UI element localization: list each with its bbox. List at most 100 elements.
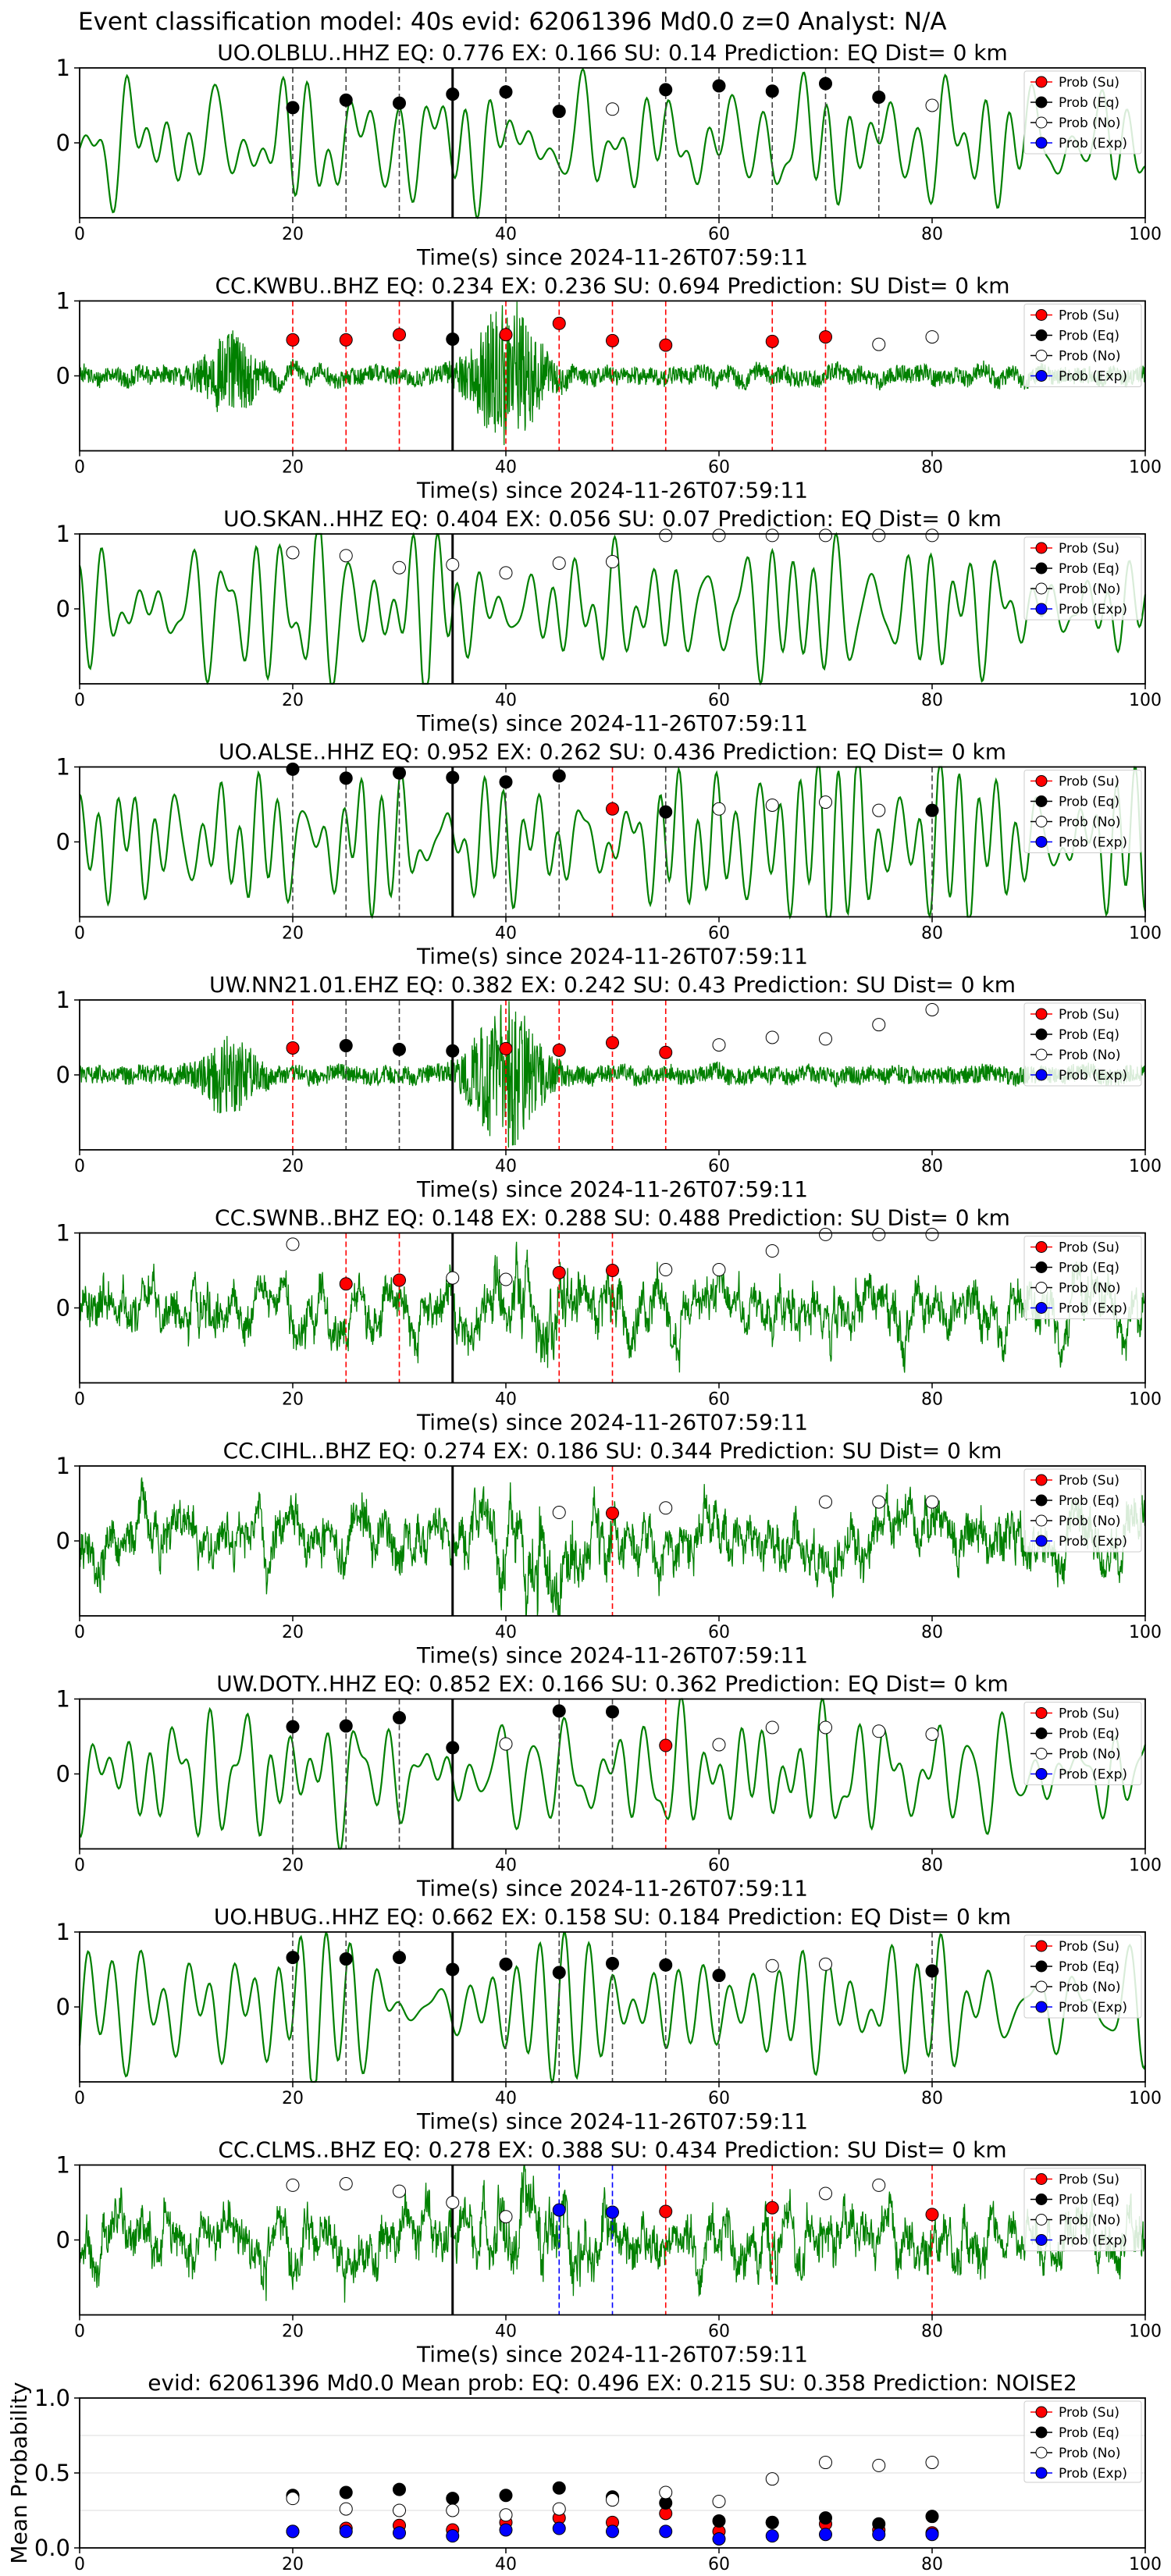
mean-point-exp xyxy=(712,2532,726,2546)
x-tick-label: 60 xyxy=(708,924,730,944)
prob-point-no xyxy=(819,1957,832,1971)
legend-item-no: Prob (No) xyxy=(1030,116,1121,131)
mean-point-no xyxy=(286,2492,300,2506)
y-axis-label: Mean Probability xyxy=(6,2382,32,2564)
svg-text:Prob (Eq): Prob (Eq) xyxy=(1059,2193,1119,2208)
prob-point-no xyxy=(872,1495,886,1509)
x-tick-label: 20 xyxy=(282,458,304,478)
legend: Prob (Su) Prob (Eq) Prob (No) Prob (Exp) xyxy=(1023,304,1142,387)
x-axis-label: Time(s) since 2024-11-26T07:59:11 xyxy=(416,244,808,270)
mean-point-exp xyxy=(446,2529,460,2543)
prob-point-no xyxy=(765,1244,779,1258)
prob-point-eq xyxy=(393,1711,406,1724)
prob-point-no xyxy=(712,802,726,816)
prob-point-su xyxy=(499,1041,513,1055)
y-tick-label: 0 xyxy=(56,1761,70,1788)
prob-point-su xyxy=(925,2208,939,2222)
prob-point-no xyxy=(606,555,619,569)
prob-point-eq xyxy=(499,775,513,789)
svg-text:Prob (Eq): Prob (Eq) xyxy=(1059,1493,1119,1509)
legend-item-exp: Prob (Exp) xyxy=(1030,1301,1127,1317)
y-tick-label: 1.0 xyxy=(34,2385,70,2411)
mean-point-eq xyxy=(393,2482,406,2496)
prob-point-eq xyxy=(446,87,460,101)
x-tick-label: 0 xyxy=(74,225,85,244)
prob-point-su xyxy=(819,330,832,344)
legend-item-exp: Prob (Exp) xyxy=(1030,1534,1127,1550)
prob-point-no xyxy=(712,528,726,543)
legend-item-su: Prob (Su) xyxy=(1030,1007,1119,1023)
y-tick-label: 1 xyxy=(56,1919,70,1945)
prob-point-eq xyxy=(446,1741,460,1755)
x-tick-label: 100 xyxy=(1129,2089,1162,2108)
legend-item-exp: Prob (Exp) xyxy=(1030,2233,1127,2249)
legend: Prob (Su) Prob (Eq) Prob (No) Prob (Exp) xyxy=(1023,70,1142,155)
x-tick-label: 100 xyxy=(1129,2555,1162,2574)
x-tick-label: 100 xyxy=(1129,1623,1162,1642)
prob-point-su xyxy=(659,1738,673,1752)
legend-item-eq: Prob (Eq) xyxy=(1030,95,1119,111)
svg-text:Prob (Exp): Prob (Exp) xyxy=(1059,1534,1127,1550)
prob-point-no xyxy=(872,2178,886,2192)
x-tick-label: 0 xyxy=(74,458,85,478)
prob-point-su xyxy=(339,1277,353,1291)
x-tick-label: 60 xyxy=(708,1390,730,1410)
prob-point-su xyxy=(286,333,300,347)
x-tick-label: 40 xyxy=(495,1390,517,1410)
svg-text:Prob (Eq): Prob (Eq) xyxy=(1059,95,1119,111)
svg-text:Prob (No): Prob (No) xyxy=(1059,1747,1121,1763)
legend: Prob (Su) Prob (Eq) Prob (No) Prob (Exp) xyxy=(1023,1002,1142,1087)
legend-item-su: Prob (Su) xyxy=(1030,1939,1119,1955)
x-tick-label: 100 xyxy=(1129,1390,1162,1410)
waveform-trace xyxy=(79,1001,1146,1148)
prob-point-no xyxy=(819,528,832,543)
mean-point-eq xyxy=(712,2514,726,2528)
legend-item-no: Prob (No) xyxy=(1030,582,1121,597)
svg-text:Prob (Exp): Prob (Exp) xyxy=(1059,2000,1127,2016)
legend-item-eq: Prob (Eq) xyxy=(1030,1493,1119,1509)
prob-point-eq xyxy=(446,1962,460,1976)
prob-point-no xyxy=(446,2196,460,2209)
svg-text:Prob (Eq): Prob (Eq) xyxy=(1059,1261,1119,1276)
prob-point-eq xyxy=(712,79,726,93)
svg-text:Prob (Su): Prob (Su) xyxy=(1059,1473,1119,1489)
x-tick-label: 100 xyxy=(1129,924,1162,944)
svg-text:Prob (Su): Prob (Su) xyxy=(1059,308,1119,324)
x-axis-label: Time(s) since 2024-11-26T07:59:11 xyxy=(416,478,808,503)
legend: Prob (Su) Prob (Eq) Prob (No) Prob (Exp) xyxy=(1023,1468,1142,1553)
prob-point-no xyxy=(339,2177,353,2190)
x-tick-label: 40 xyxy=(495,458,517,478)
prob-point-eq xyxy=(393,766,406,780)
y-tick-label: 0 xyxy=(56,2227,70,2254)
mean-point-no xyxy=(446,2503,460,2517)
prob-point-su xyxy=(606,1264,619,1277)
x-tick-label: 80 xyxy=(921,691,943,710)
mean-point-exp xyxy=(339,2524,353,2539)
prob-point-no xyxy=(819,795,832,809)
y-tick-label: 0 xyxy=(56,1295,70,1322)
prob-point-no xyxy=(659,1501,673,1515)
legend-item-no: Prob (No) xyxy=(1030,1048,1121,1063)
legend-item-exp: Prob (Exp) xyxy=(1030,835,1127,851)
legend-item-eq: Prob (Eq) xyxy=(1030,1959,1119,1975)
mean-point-exp xyxy=(552,2521,566,2535)
prob-point-no xyxy=(606,102,619,116)
x-tick-label: 60 xyxy=(708,2555,730,2574)
prob-point-eq xyxy=(712,1969,726,1983)
x-tick-label: 80 xyxy=(921,2089,943,2108)
svg-text:Prob (Eq): Prob (Eq) xyxy=(1059,1959,1119,1975)
prob-point-no xyxy=(712,1738,726,1752)
prob-point-no xyxy=(286,546,300,560)
mean-point-eq xyxy=(552,2481,566,2495)
prob-point-no xyxy=(659,528,673,543)
svg-text:Prob (Su): Prob (Su) xyxy=(1059,1939,1119,1955)
prob-point-no xyxy=(819,2186,832,2201)
prob-point-no xyxy=(925,1727,939,1742)
svg-text:Prob (Su): Prob (Su) xyxy=(1059,2405,1119,2421)
prob-point-no xyxy=(872,803,886,817)
y-tick-label: 1 xyxy=(56,521,70,547)
prob-point-eq xyxy=(765,84,779,98)
prob-point-eq xyxy=(925,803,939,817)
x-tick-label: 100 xyxy=(1129,2322,1162,2342)
